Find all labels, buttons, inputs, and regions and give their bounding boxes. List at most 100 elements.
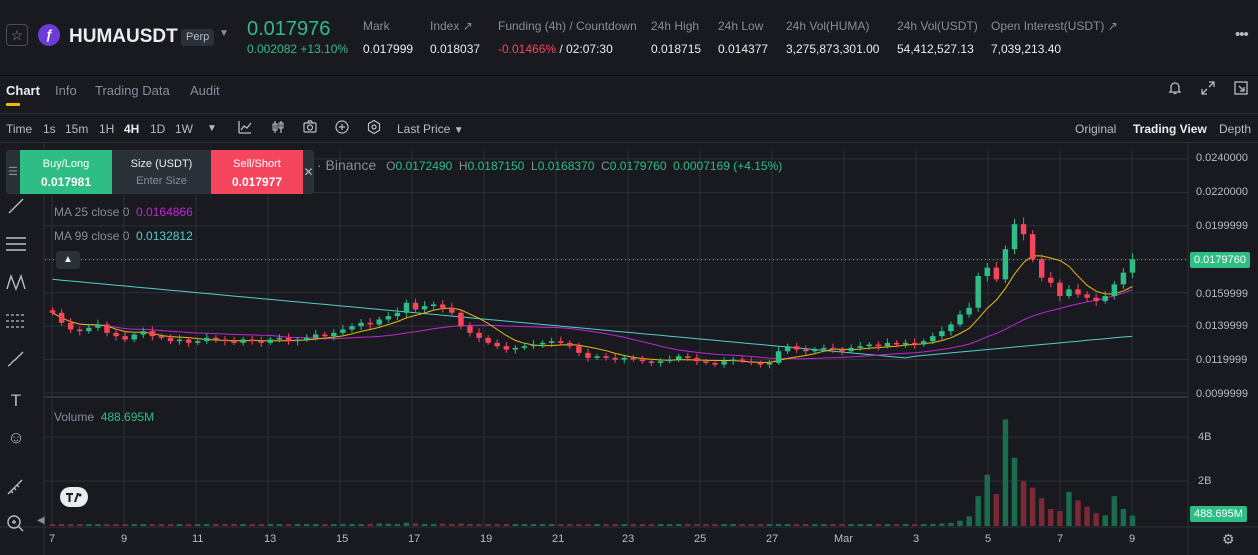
candle-body <box>213 337 219 340</box>
interval-1w[interactable]: 1W <box>175 122 193 136</box>
candle-body <box>476 332 482 338</box>
date-tick: 3 <box>913 533 920 545</box>
volume-bar <box>176 524 183 526</box>
axis-settings-icon[interactable]: ⚙ <box>1222 531 1235 547</box>
volume-bar <box>421 523 428 526</box>
volume-bar <box>140 524 147 526</box>
stat-24h-vol-huma: 24h Vol(HUMA) 3,275,873,301.00 <box>786 19 879 56</box>
view-original[interactable]: Original <box>1075 122 1117 136</box>
tab-chart[interactable]: Chart <box>6 83 40 98</box>
volume-bar <box>975 496 981 526</box>
volume-bar <box>258 524 264 526</box>
candle-body <box>503 346 510 350</box>
date-tick: 11 <box>192 533 204 545</box>
text-tool-icon[interactable]: T <box>10 391 22 410</box>
drag-handle-icon[interactable]: ☰ <box>6 150 20 194</box>
volume-bar <box>576 524 582 526</box>
add-indicator-icon[interactable] <box>334 119 350 138</box>
close-icon[interactable]: ✕ <box>303 150 314 194</box>
volume-bar <box>458 523 464 526</box>
volume-bar <box>185 524 192 526</box>
symbol-dropdown-icon[interactable]: ▼ <box>219 28 229 39</box>
buy-long-button[interactable]: Buy/Long 0.017981 <box>20 150 112 194</box>
candle-body <box>331 332 337 337</box>
size-input-box[interactable]: Size (USDT) Enter Size <box>112 150 211 194</box>
stat-open-interest[interactable]: Open Interest(USDT) ↗ 7,039,213.40 <box>991 19 1118 56</box>
stat-value: -0.01466% / 02:07:30 <box>498 42 637 56</box>
stat-value: 3,275,873,301.00 <box>786 42 880 56</box>
interval-1h[interactable]: 1H <box>99 122 115 136</box>
candle-body <box>294 339 301 342</box>
close-key: C <box>601 159 610 173</box>
interval-4h[interactable]: 4H <box>124 122 140 136</box>
volume-bar <box>240 524 246 526</box>
candle-body <box>1120 272 1127 285</box>
volume-bar <box>267 524 274 526</box>
expand-icon[interactable] <box>1199 80 1217 98</box>
date-tick: 19 <box>480 533 493 545</box>
brush-tool-icon[interactable] <box>3 349 29 375</box>
open-value: 0.0172490 <box>395 159 453 173</box>
settings-icon[interactable] <box>366 119 382 138</box>
high-key: H <box>458 159 468 173</box>
volume-bar <box>77 524 83 526</box>
volume-bar <box>648 524 655 526</box>
interval-1d[interactable]: 1D <box>150 122 166 136</box>
volume-bar <box>403 522 410 526</box>
candle-body <box>267 339 274 343</box>
camera-icon[interactable] <box>302 119 318 138</box>
pattern-tool-icon[interactable] <box>3 272 29 298</box>
more-icon[interactable]: ••• <box>1235 26 1249 43</box>
candle-body <box>285 337 292 342</box>
candle-body <box>984 267 990 276</box>
stat-24h-vol-usdt: 24h Vol(USDT) 54,412,527.13 <box>897 19 978 56</box>
candle-body <box>739 359 745 362</box>
collapse-legend-icon[interactable]: ▲ <box>56 251 80 269</box>
ruler-tool-icon[interactable] <box>3 477 29 503</box>
volume-bar <box>830 524 836 526</box>
volume-bar <box>49 524 56 526</box>
interval-1s[interactable]: 1s <box>43 122 56 136</box>
candle-type-icon[interactable] <box>270 119 286 138</box>
tab-audit[interactable]: Audit <box>190 83 220 98</box>
horizontal-lines-tool-icon[interactable] <box>3 234 29 260</box>
volume-bar <box>884 524 891 526</box>
volume-tick: 4B <box>1198 431 1212 443</box>
candle-body <box>113 332 119 337</box>
interval-15m[interactable]: 15m <box>65 122 89 136</box>
volume-bar <box>122 524 128 526</box>
price-chart[interactable] <box>0 143 1258 555</box>
trend-line-tool-icon[interactable] <box>3 196 29 222</box>
view-depth[interactable]: Depth <box>1219 122 1252 136</box>
indicator-icon[interactable] <box>237 119 253 138</box>
scroll-left-icon[interactable]: ◀ <box>37 515 45 526</box>
candle-body <box>957 314 963 325</box>
size-input[interactable]: Enter Size <box>136 175 187 187</box>
interval-dropdown-icon[interactable]: ▼ <box>207 123 217 134</box>
price-type-select[interactable]: Last Price ▼ <box>397 122 464 136</box>
tab-info[interactable]: Info <box>55 83 77 98</box>
view-trading-view[interactable]: Trading View <box>1133 122 1207 136</box>
sell-short-button[interactable]: Sell/Short 0.017977 <box>211 150 303 194</box>
candle-body <box>231 341 237 343</box>
volume-value: 488.695M <box>100 410 155 424</box>
volume-bar <box>312 524 319 526</box>
favorite-star-icon[interactable]: ☆ <box>6 24 28 46</box>
stat-index[interactable]: Index ↗ 0.018037 <box>430 19 480 56</box>
candle-body <box>1129 259 1136 273</box>
emoji-tool-icon[interactable]: ☺ <box>7 428 25 447</box>
zoom-tool-icon[interactable] <box>3 513 29 539</box>
candle-body <box>548 341 555 343</box>
popout-icon[interactable] <box>1232 80 1250 98</box>
symbol-name[interactable]: HUMAUSDT <box>69 26 178 47</box>
tab-trading-data[interactable]: Trading Data <box>95 83 170 98</box>
price-tick: 0.0119999 <box>1196 354 1248 366</box>
volume-bar <box>675 524 682 526</box>
date-tick: 5 <box>985 533 992 545</box>
volume-bar <box>712 524 718 526</box>
alert-bell-icon[interactable] <box>1166 80 1184 98</box>
candle-body <box>176 339 183 342</box>
volume-bar <box>948 522 954 526</box>
fib-tool-icon[interactable] <box>3 311 29 337</box>
volume-bar <box>195 524 201 526</box>
